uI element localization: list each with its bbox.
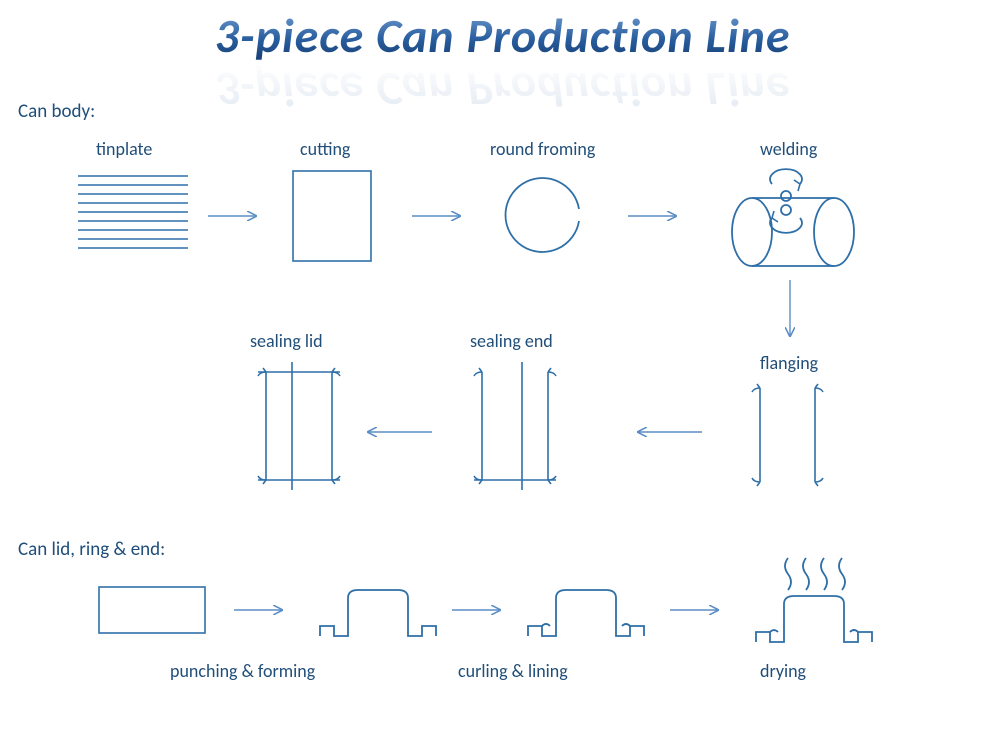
arrows-layer [0,0,1005,732]
diagram-root: { "title": "3-piece Can Production Line"… [0,0,1005,732]
